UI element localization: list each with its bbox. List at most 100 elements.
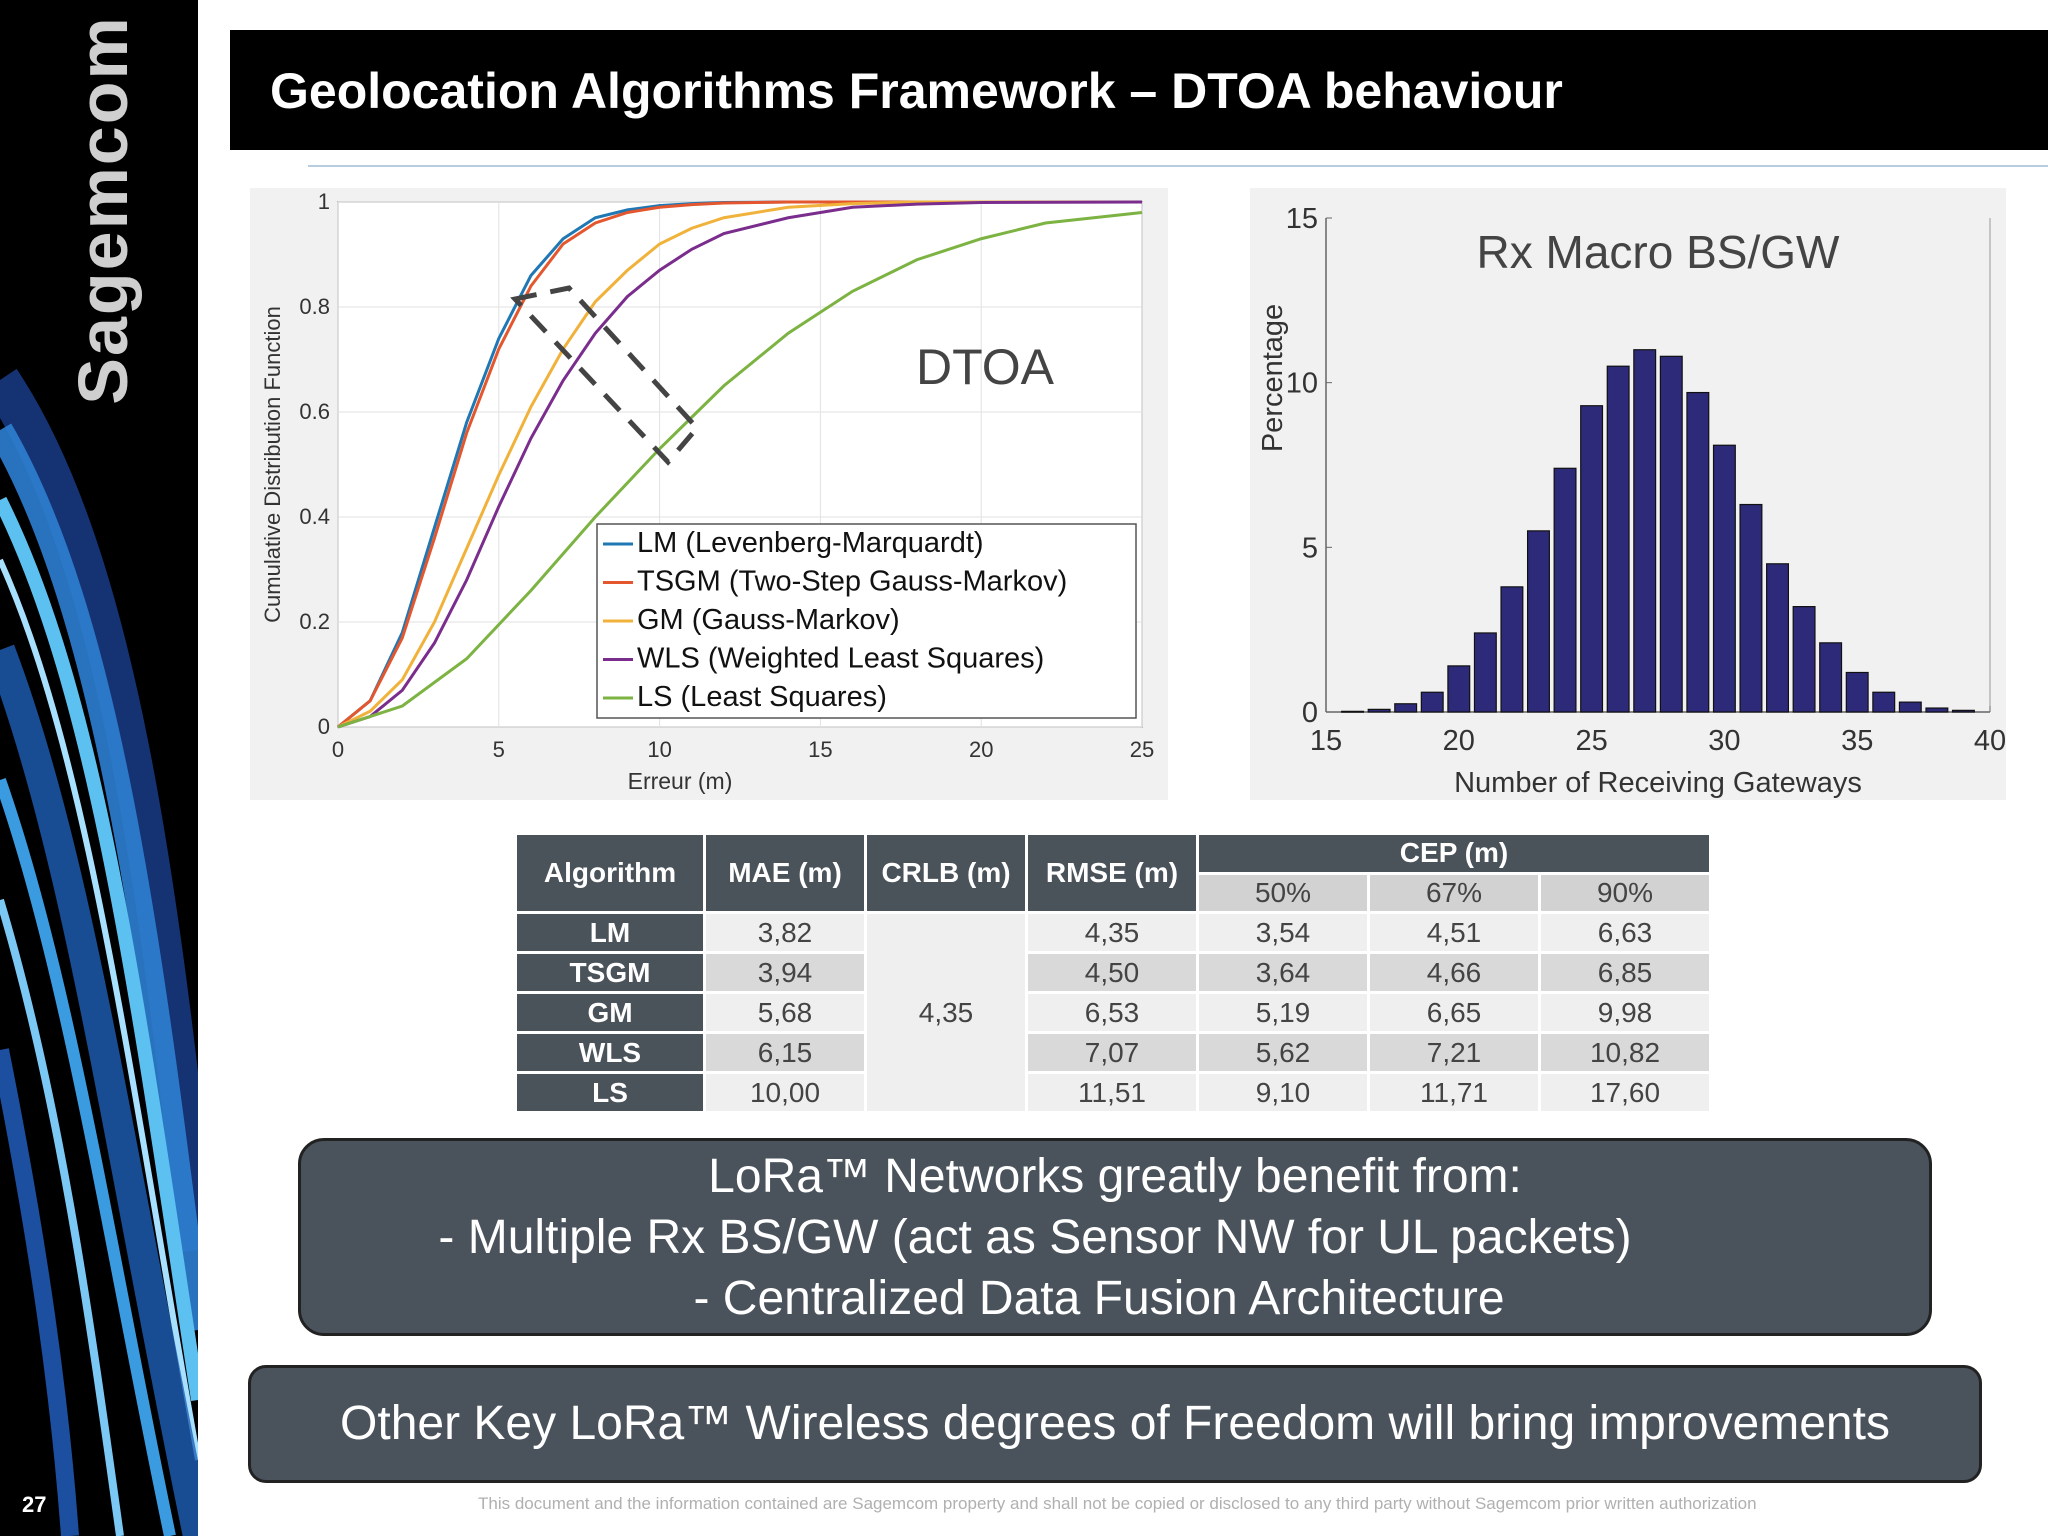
table-row: LS 10,00 11,51 9,10 11,71 17,60 — [517, 1074, 1709, 1111]
table-row: WLS 6,15 7,07 5,62 7,21 10,82 — [517, 1034, 1709, 1071]
histogram-bar — [1580, 405, 1604, 713]
cell-rmse: 7,07 — [1028, 1034, 1196, 1071]
cdf-chart: 0 5 10 15 20 25 0 0.2 0.4 0.6 0.8 1 Erreur (m) Cumula… — [260, 189, 1154, 794]
y-tick-label: 5 — [1302, 532, 1318, 564]
cell-cep67: 7,21 — [1370, 1034, 1538, 1071]
header-cep-50: 50% — [1199, 874, 1367, 911]
series-line-wls — [337, 200, 1143, 729]
x-tick-label: 25 — [1130, 737, 1154, 762]
cell-mae: 3,82 — [706, 914, 864, 951]
cell-cep67: 4,51 — [1370, 914, 1538, 951]
header-mae: MAE (m) — [706, 835, 864, 911]
title-bar: Geolocation Algorithms Framework – DTOA … — [230, 30, 2048, 150]
callout-line-1: LoRa™ Networks greatly benefit from: — [708, 1150, 1522, 1203]
cell-rmse: 6,53 — [1028, 994, 1196, 1031]
header-cep-67: 67% — [1370, 874, 1538, 911]
y-tick-label: 1 — [318, 189, 330, 214]
sidebar: Sagemcom 27 — [0, 0, 198, 1536]
confidentiality-footer: This document and the information contai… — [478, 1494, 1757, 1513]
histogram-bar — [1606, 365, 1630, 713]
cell-cep90: 10,82 — [1541, 1034, 1709, 1071]
dtoa-annotation: DTOA — [916, 339, 1055, 395]
cell-cep90: 9,98 — [1541, 994, 1709, 1031]
x-axis-label: Number of Receiving Gateways — [1454, 767, 1862, 799]
improvements-callout: Other Key LoRa™ Wireless degrees of Free… — [248, 1365, 1982, 1483]
x-tick-label: 0 — [332, 737, 344, 762]
cell-rmse: 11,51 — [1028, 1074, 1196, 1111]
histogram-bar — [1553, 467, 1577, 713]
histogram-bar — [1659, 355, 1683, 713]
y-tick-label: 0.8 — [299, 294, 330, 319]
legend-entry: LM (Levenberg-Marquardt) — [637, 527, 984, 559]
y-tick-label: 0.2 — [299, 609, 330, 634]
table-row: GM 5,68 6,53 5,19 6,65 9,98 — [517, 994, 1709, 1031]
cdf-chart-panel: 0 5 10 15 20 25 0 0.2 0.4 0.6 0.8 1 Erreur (m) Cumula… — [250, 188, 1168, 800]
cell-cep50: 5,19 — [1199, 994, 1367, 1031]
histogram-bar — [1394, 703, 1418, 713]
table-row: TSGM 3,94 4,50 3,64 4,66 6,85 — [517, 954, 1709, 991]
x-tick-label: 20 — [1443, 725, 1475, 757]
table-row: LM 3,82 4,35 4,35 3,54 4,51 6,63 — [517, 914, 1709, 1111]
series-line-tsgm — [337, 200, 1142, 729]
legend-entry: WLS (Weighted Least Squares) — [637, 643, 1044, 675]
y-tick-label: 0.4 — [299, 504, 330, 529]
x-tick-label: 40 — [1974, 725, 2006, 757]
histogram-bar — [1712, 444, 1736, 713]
cell-mae: 10,00 — [706, 1074, 864, 1111]
cell-algorithm: WLS — [517, 1034, 703, 1071]
results-table: Algorithm MAE (m) CRLB (m) RMSE (m) CEP … — [514, 832, 1712, 1114]
header-rmse: RMSE (m) — [1028, 835, 1196, 911]
histogram-bar — [1819, 642, 1843, 713]
x-tick-label: 20 — [969, 737, 993, 762]
y-tick-label: 0.6 — [299, 399, 330, 424]
x-tick-label: 15 — [808, 737, 832, 762]
cell-cep50: 3,54 — [1199, 914, 1367, 951]
cell-rmse: 4,50 — [1028, 954, 1196, 991]
cell-mae: 6,15 — [706, 1034, 864, 1071]
header-algorithm: Algorithm — [517, 835, 703, 911]
y-tick-label: 15 — [1286, 203, 1318, 235]
y-tick-label: 0 — [1302, 697, 1318, 729]
histogram-bar — [1447, 665, 1471, 713]
series-line-gm — [337, 200, 1142, 729]
histogram-panel: 15 20 25 30 35 40 0 5 10 15 Rx Macro BS/GW Number o… — [1250, 188, 2006, 800]
histogram-title: Rx Macro BS/GW — [1477, 226, 1841, 278]
x-tick-label: 25 — [1575, 725, 1607, 757]
page-title: Geolocation Algorithms Framework – DTOA … — [270, 63, 1563, 119]
legend-entry: GM (Gauss-Markov) — [637, 604, 900, 636]
cell-cep67: 11,71 — [1370, 1074, 1538, 1111]
swoosh-decoration — [0, 368, 198, 1536]
y-tick-label: 10 — [1286, 368, 1318, 400]
callout-line-3: - Centralized Data Fusion Architecture — [693, 1272, 1505, 1325]
legend-entry: TSGM (Two-Step Gauss-Markov) — [637, 566, 1067, 598]
x-tick-label: 10 — [647, 737, 671, 762]
y-axis-label: Percentage — [1257, 304, 1289, 452]
series-line-ls — [337, 211, 1143, 729]
cell-cep67: 6,65 — [1370, 994, 1538, 1031]
page-number: 27 — [22, 1492, 47, 1517]
benefits-callout: LoRa™ Networks greatly benefit from: - M… — [298, 1138, 1932, 1336]
histogram-bar — [1686, 391, 1710, 713]
histogram-bar — [1766, 563, 1790, 713]
x-tick-label: 5 — [493, 737, 505, 762]
histogram-bar — [1420, 691, 1444, 713]
cell-cep50: 3,64 — [1199, 954, 1367, 991]
histogram-bar — [1845, 671, 1869, 713]
histogram-bar — [1872, 691, 1896, 713]
cell-cep90: 17,60 — [1541, 1074, 1709, 1111]
title-divider — [308, 165, 2048, 167]
cell-cep50: 5,62 — [1199, 1034, 1367, 1071]
cell-rmse: 4,35 — [1028, 914, 1196, 951]
histogram-bar — [1951, 709, 1975, 713]
cell-algorithm: LM — [517, 914, 703, 951]
x-tick-label: 15 — [1310, 725, 1342, 757]
cell-cep90: 6,63 — [1541, 914, 1709, 951]
y-axis-label: Cumulative Distribution Function — [260, 306, 285, 623]
histogram-bar — [1633, 349, 1657, 713]
x-tick-label: 30 — [1708, 725, 1740, 757]
header-cep: CEP (m) — [1199, 835, 1709, 872]
histogram-chart: 15 20 25 30 35 40 0 5 10 15 Rx Macro BS/GW Number o… — [1257, 203, 2006, 799]
histogram-bar — [1500, 586, 1524, 713]
cell-algorithm: LS — [517, 1074, 703, 1111]
sagemcom-logo: Sagemcom — [64, 15, 142, 405]
